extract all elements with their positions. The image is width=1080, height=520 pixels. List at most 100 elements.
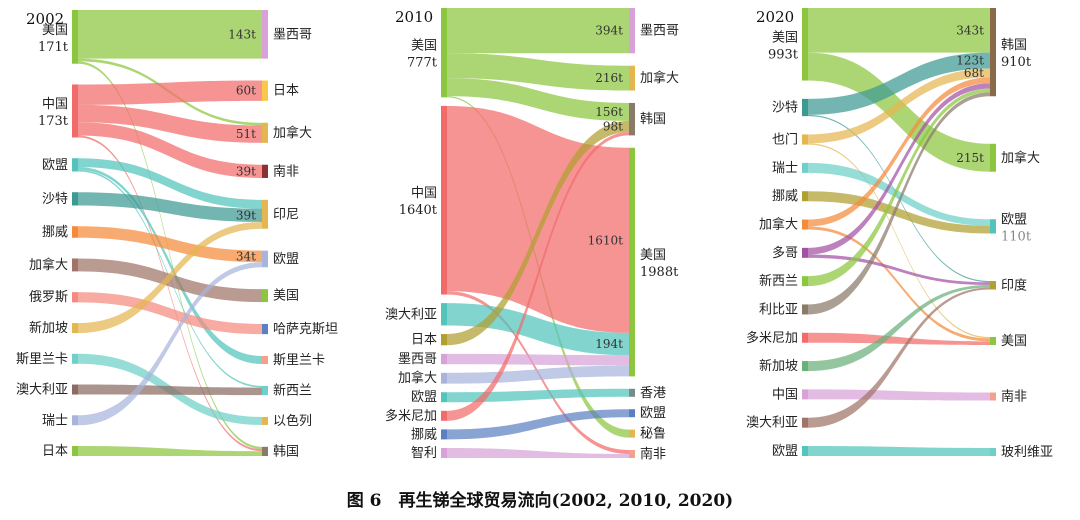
target-label: 美国 (1001, 334, 1027, 349)
flow-日本-to-韩国 (447, 120, 629, 346)
source-label: 澳大利亚 (16, 382, 68, 398)
target-label: 哈萨克斯坦 (273, 322, 338, 337)
target-label: 欧盟 (1001, 212, 1027, 227)
flow-value-label: 343t (956, 23, 984, 37)
flow-中国-to-南非 (78, 122, 262, 178)
source-node-挪威 (72, 226, 78, 238)
flow-value-label: 34t (236, 249, 256, 263)
flow-加拿大-to-韩国 (808, 77, 990, 227)
source-label: 墨西哥 (398, 352, 437, 367)
flow-美国-to-加拿大 (447, 53, 629, 91)
year-label: 2002 (26, 10, 64, 28)
figure-caption: 图 6 再生锑全球贸易流向(2002, 2010, 2020) (346, 491, 734, 511)
source-label: 中国 (42, 97, 68, 112)
flow-欧盟-to-香港 (447, 388, 629, 403)
flow-value-label: 156t (595, 105, 623, 119)
flow-中国-to-南非 (808, 389, 990, 401)
flow-美国-to-墨西哥 (78, 10, 262, 59)
target-label: 韩国 (640, 112, 666, 127)
target-label: 南非 (1001, 388, 1027, 404)
flow-挪威-to-欧盟 (447, 409, 629, 440)
source-label: 澳大利亚 (746, 415, 798, 431)
target-label: 美国 (273, 289, 299, 304)
target-node-南非 (990, 392, 996, 401)
flow-瑞士-to-欧盟 (808, 162, 990, 226)
source-total-label: 1640t (399, 203, 438, 218)
flow-多哥-to-韩国 (808, 83, 990, 255)
target-node-美国 (990, 336, 996, 345)
target-label: 南非 (273, 163, 299, 179)
source-label: 挪威 (772, 189, 798, 204)
target-label: 斯里兰卡 (273, 353, 325, 368)
target-total-label: 1988t (640, 265, 679, 280)
source-label: 瑞士 (772, 161, 798, 176)
source-node-也门 (802, 134, 808, 145)
source-label: 加拿大 (759, 217, 798, 233)
flow-墨西哥-to-美国 (447, 353, 629, 366)
flow-value-label: 39t (236, 164, 256, 178)
target-node-秘鲁 (629, 429, 635, 438)
source-node-多米尼加 (441, 410, 447, 421)
source-label: 斯里兰卡 (16, 352, 68, 367)
source-label: 美国 (42, 23, 68, 38)
flow-value-label: 1610t (588, 233, 624, 247)
source-label: 新加坡 (29, 320, 68, 336)
source-node-中国 (72, 84, 78, 138)
target-label: 欧盟 (273, 252, 299, 267)
target-node-日本 (262, 80, 268, 101)
target-label: 印度 (1001, 277, 1027, 293)
target-label: 墨西哥 (273, 27, 312, 42)
flow-value-label: 194t (595, 337, 623, 351)
target-node-欧盟 (629, 409, 635, 418)
year-label: 2010 (395, 8, 433, 26)
flow-也门-to-韩国 (808, 68, 990, 144)
sankey-panel-2010: 394t 216t 156t 1610t 194t 98t 美国 777t 中国 1640t 澳大利… (385, 8, 679, 462)
source-node-澳大利亚 (441, 303, 447, 326)
flow-value-label: 123t (956, 54, 984, 68)
source-total-label: 993t (768, 47, 799, 62)
target-node-美国 (629, 147, 635, 377)
flow-俄罗斯-to-哈萨克斯坦 (78, 292, 262, 335)
target-node-玻利维亚 (990, 448, 996, 456)
target-node-香港 (629, 388, 635, 397)
target-node-南非 (262, 164, 268, 178)
flow-美国-to-韩国 (447, 78, 629, 121)
flow-瑞士-to-欧盟 (78, 262, 262, 426)
source-node-墨西哥 (441, 353, 447, 365)
source-node-挪威 (441, 429, 447, 440)
target-node-韩国 (262, 446, 268, 456)
source-label: 欧盟 (42, 158, 68, 173)
source-label: 新加坡 (759, 358, 798, 374)
flow-中国-to-日本 (78, 80, 262, 105)
flow-value-label: 39t (236, 208, 256, 222)
source-node-新加坡 (72, 323, 78, 334)
flow-多哥-to-印度 (808, 254, 990, 285)
flow-欧盟-to-玻利维亚 (808, 446, 990, 456)
source-label: 中国 (411, 186, 437, 201)
source-node-中国 (802, 389, 808, 400)
flow-美国-to-墨西哥 (447, 8, 629, 54)
target-label: 新西兰 (273, 382, 312, 398)
source-label: 加拿大 (29, 257, 68, 273)
source-label: 日本 (411, 333, 437, 348)
target-total-label: 110t (1001, 229, 1032, 244)
target-node-加拿大 (262, 122, 268, 143)
source-label: 美国 (772, 30, 798, 45)
flow-新加坡-to-印尼 (78, 221, 262, 334)
flow-value-label: 215t (956, 151, 984, 165)
source-node-多米尼加 (802, 332, 808, 343)
flow-沙特-to-印尼 (78, 192, 262, 222)
target-node-斯里兰卡 (262, 356, 268, 365)
flow-日本-to-韩国 (78, 446, 262, 456)
flow-加拿大-to-美国 (447, 365, 629, 384)
source-node-日本 (441, 334, 447, 346)
source-node-欧盟 (802, 446, 808, 456)
source-node-欧盟 (72, 158, 78, 172)
source-label: 欧盟 (772, 444, 798, 459)
target-label: 韩国 (273, 444, 299, 459)
source-node-智利 (441, 448, 447, 458)
source-label: 多米尼加 (746, 330, 798, 346)
target-label: 以色列 (273, 413, 312, 429)
source-label: 日本 (42, 444, 68, 459)
target-label: 美国 (640, 248, 666, 263)
